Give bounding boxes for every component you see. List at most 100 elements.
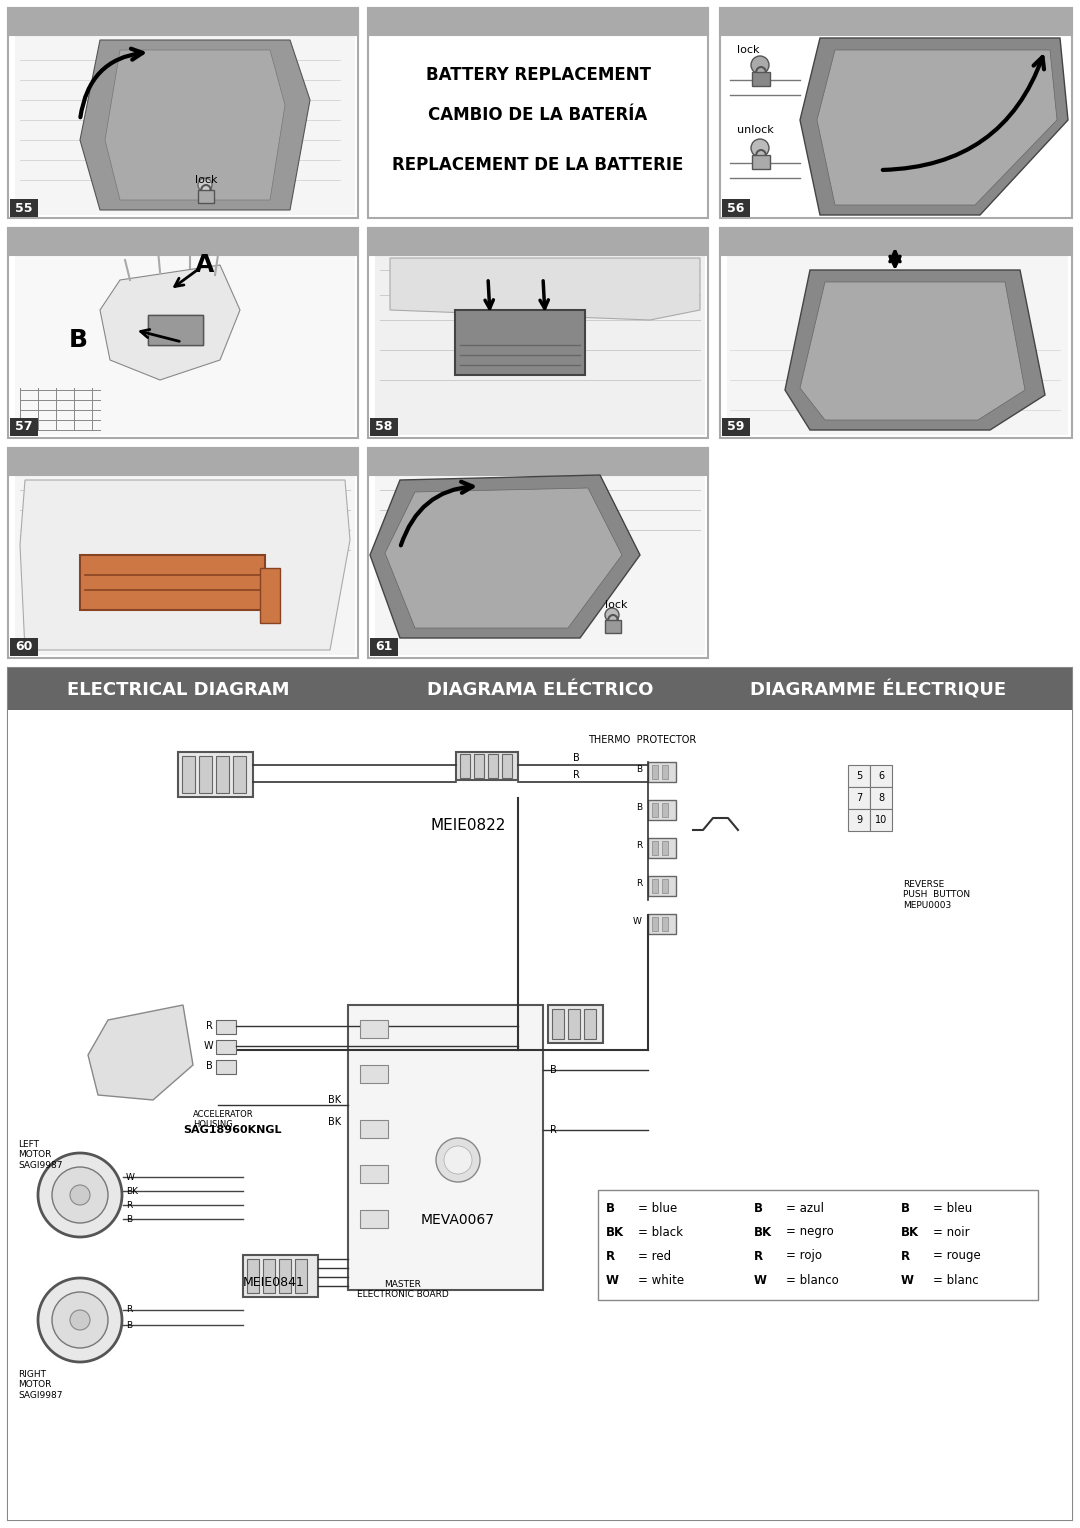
Text: BK: BK	[328, 1117, 341, 1128]
Text: = bleu: = bleu	[933, 1201, 972, 1215]
Bar	[752, 72, 770, 86]
Text: MEVA0067: MEVA0067	[421, 1213, 495, 1227]
Bar	[247, 1259, 259, 1293]
Polygon shape	[800, 38, 1068, 215]
Bar	[662, 840, 669, 856]
Text: 56: 56	[727, 202, 745, 214]
Text: B: B	[126, 1320, 132, 1329]
Text: W: W	[126, 1172, 135, 1181]
Polygon shape	[727, 255, 1068, 435]
Bar	[216, 756, 229, 793]
Polygon shape	[370, 475, 640, 639]
Bar	[183, 756, 195, 793]
Text: B: B	[754, 1201, 762, 1215]
Bar	[360, 1065, 388, 1083]
Text: = blue: = blue	[638, 1201, 677, 1215]
Bar	[368, 448, 708, 475]
Bar	[568, 1008, 580, 1039]
Bar	[148, 315, 203, 345]
Bar	[279, 1259, 291, 1293]
Text: W: W	[633, 917, 642, 926]
Bar	[360, 1164, 388, 1183]
Bar	[584, 1008, 596, 1039]
Text: BK: BK	[328, 1096, 341, 1105]
Text: ACCELERATOR
HOUSING: ACCELERATOR HOUSING	[193, 1109, 254, 1129]
Text: 9: 9	[856, 814, 862, 825]
Bar	[368, 8, 708, 35]
Bar	[80, 555, 265, 610]
Text: REVERSE
PUSH  BUTTON
MEPU0003: REVERSE PUSH BUTTON MEPU0003	[903, 880, 970, 909]
Bar	[648, 762, 676, 782]
Polygon shape	[80, 40, 310, 209]
Bar	[652, 879, 658, 892]
Bar	[8, 228, 357, 439]
Text: BK: BK	[126, 1187, 138, 1195]
Bar	[233, 756, 246, 793]
Text: MASTER
ELECTRONIC BOARD: MASTER ELECTRONIC BOARD	[357, 1280, 449, 1299]
Polygon shape	[785, 270, 1045, 429]
Text: A: A	[195, 254, 215, 277]
Text: B: B	[636, 804, 642, 813]
Bar	[662, 879, 669, 892]
Circle shape	[751, 139, 769, 157]
Bar	[720, 228, 1072, 255]
Bar	[148, 315, 203, 345]
Polygon shape	[100, 264, 240, 380]
Text: DIAGRAMA ELÉCTRICO: DIAGRAMA ELÉCTRICO	[427, 681, 653, 698]
Bar	[10, 639, 38, 656]
Circle shape	[436, 1138, 480, 1183]
Bar	[360, 1210, 388, 1229]
Bar	[295, 1259, 307, 1293]
Text: = blanco: = blanco	[786, 1273, 839, 1287]
Text: BK: BK	[901, 1225, 919, 1239]
Text: B: B	[901, 1201, 910, 1215]
Bar	[652, 804, 658, 817]
Circle shape	[38, 1277, 122, 1361]
Bar	[662, 917, 669, 931]
Bar	[720, 8, 1072, 219]
Text: 7: 7	[855, 793, 862, 804]
Bar	[260, 568, 280, 623]
Text: unlock: unlock	[737, 125, 773, 134]
Bar	[360, 1120, 388, 1138]
Text: R: R	[206, 1021, 213, 1031]
Text: 57: 57	[15, 420, 32, 434]
Text: = azul: = azul	[786, 1201, 824, 1215]
Circle shape	[605, 608, 619, 622]
Bar	[368, 448, 708, 659]
Text: R: R	[126, 1305, 132, 1314]
Bar	[216, 1041, 237, 1054]
Bar	[264, 1259, 275, 1293]
Text: = negro: = negro	[786, 1225, 834, 1239]
Bar	[474, 753, 484, 778]
Circle shape	[751, 57, 769, 73]
Circle shape	[52, 1293, 108, 1348]
Bar	[662, 766, 669, 779]
Text: R: R	[126, 1201, 132, 1210]
Circle shape	[444, 1146, 472, 1174]
Text: BATTERY REPLACEMENT: BATTERY REPLACEMENT	[426, 66, 650, 84]
Text: LEFT
MOTOR
SAGI9987: LEFT MOTOR SAGI9987	[18, 1140, 63, 1170]
Text: = white: = white	[638, 1273, 684, 1287]
Bar	[488, 753, 498, 778]
Bar	[605, 620, 621, 633]
Bar	[552, 1008, 564, 1039]
Bar	[8, 448, 357, 475]
Text: W: W	[203, 1041, 213, 1051]
Polygon shape	[384, 487, 622, 628]
Polygon shape	[21, 480, 350, 649]
Text: SAG18960KNGL: SAG18960KNGL	[183, 1125, 282, 1135]
Bar	[848, 808, 870, 831]
Text: lock: lock	[737, 44, 759, 55]
Text: W: W	[754, 1273, 767, 1287]
Text: R: R	[606, 1250, 616, 1262]
Text: 6: 6	[878, 772, 885, 781]
Bar	[368, 8, 708, 219]
Polygon shape	[15, 35, 355, 215]
Bar	[648, 801, 676, 821]
Bar	[870, 808, 892, 831]
Text: = rouge: = rouge	[933, 1250, 981, 1262]
Bar	[456, 752, 518, 779]
Text: R: R	[550, 1125, 557, 1135]
Bar	[368, 228, 708, 439]
